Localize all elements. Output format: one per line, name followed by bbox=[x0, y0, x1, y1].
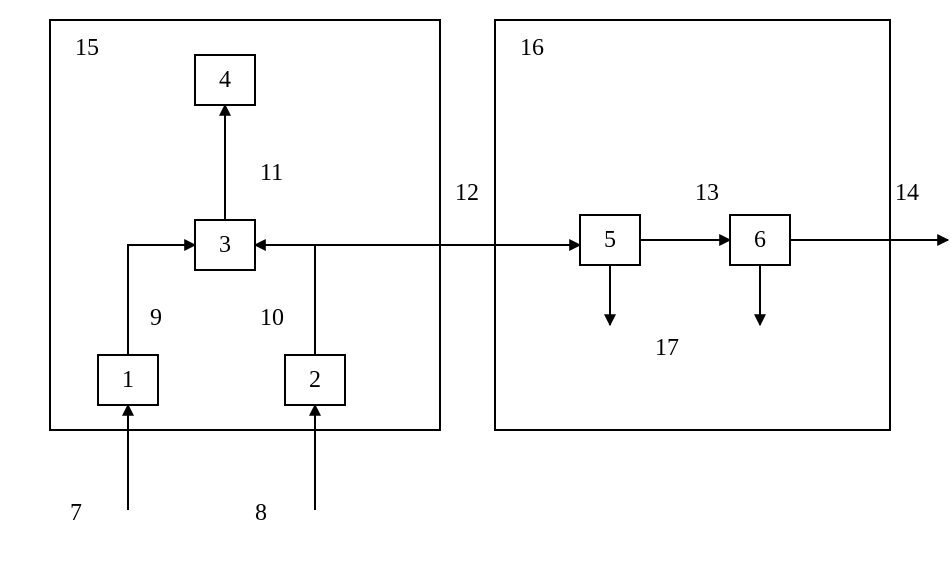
label-16: 16 bbox=[520, 35, 544, 61]
label-8: 8 bbox=[255, 500, 267, 526]
node-label-n1: 1 bbox=[122, 367, 134, 393]
label-17: 17 bbox=[655, 335, 679, 361]
edge-e10 bbox=[255, 245, 315, 355]
container-c16 bbox=[495, 20, 890, 430]
node-label-n3: 3 bbox=[219, 232, 231, 258]
label-11: 11 bbox=[260, 160, 283, 186]
node-label-n6: 6 bbox=[754, 227, 766, 253]
label-10: 10 bbox=[260, 305, 284, 331]
node-label-n4: 4 bbox=[219, 67, 231, 93]
node-label-n2: 2 bbox=[309, 367, 321, 393]
label-14: 14 bbox=[895, 180, 919, 206]
label-7: 7 bbox=[70, 500, 82, 526]
label-13: 13 bbox=[695, 180, 719, 206]
diagram-canvas: 1234561516789101112131417 bbox=[0, 0, 951, 569]
label-15: 15 bbox=[75, 35, 99, 61]
node-label-n5: 5 bbox=[604, 227, 616, 253]
label-12: 12 bbox=[455, 180, 479, 206]
label-9: 9 bbox=[150, 305, 162, 331]
edge-e9 bbox=[128, 245, 195, 355]
